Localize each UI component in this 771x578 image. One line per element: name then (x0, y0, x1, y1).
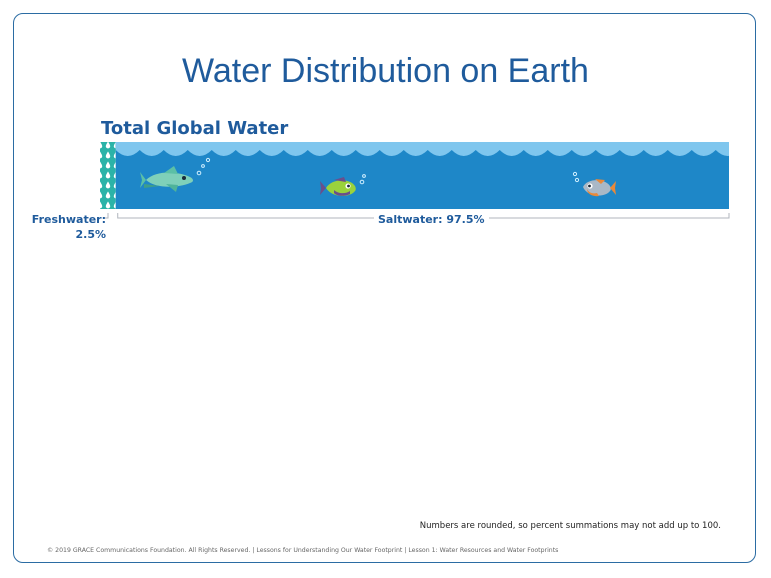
saltwater-label: Saltwater: 97.5% (374, 213, 489, 226)
freshwater-value: 2.5% (75, 228, 106, 241)
freshwater-bracket (103, 213, 109, 219)
fish-icon (320, 174, 366, 196)
wave-decoration (115, 142, 730, 156)
page-title: Water Distribution on Earth (182, 52, 589, 90)
chart-subtitle: Total Global Water (101, 118, 289, 139)
freshwater-name: Freshwater: (31, 213, 106, 226)
fish-icon (140, 157, 211, 192)
water-drop-icon (100, 142, 116, 209)
freshwater-label: Freshwater: 2.5% (32, 212, 106, 242)
slide-frame (13, 13, 756, 563)
fish-icon (572, 171, 616, 197)
footer-copyright: © 2019 GRACE Communications Foundation. … (47, 547, 559, 554)
rounding-note: Numbers are rounded, so percent summatio… (419, 521, 721, 531)
